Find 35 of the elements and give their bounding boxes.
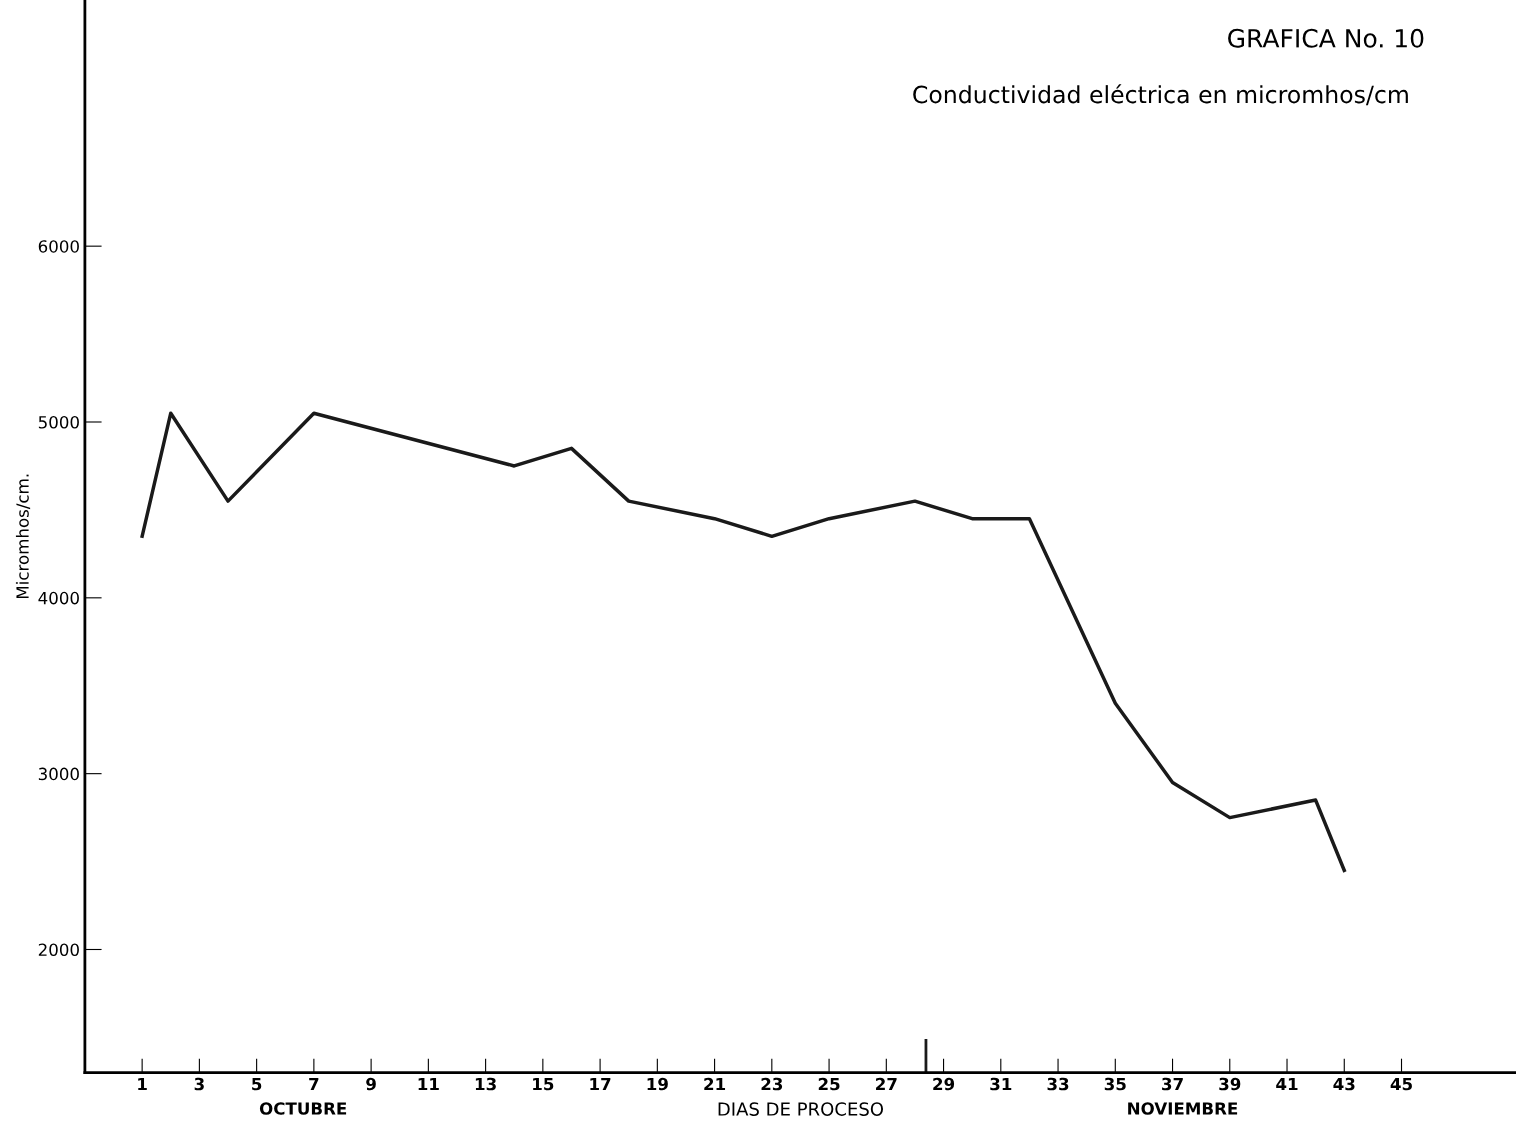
x-tick-label: 41 — [1276, 1077, 1298, 1091]
y-tick-label: 5000 — [38, 415, 79, 429]
x-tick-label: 15 — [533, 1077, 554, 1091]
y-tick-label: 4000 — [38, 591, 79, 605]
x-tick-label: 33 — [1047, 1077, 1069, 1091]
text: GRAFICA No. 10 — [1228, 28, 1424, 48]
x-tick-label: 1 — [138, 1077, 147, 1091]
x-tick-label: 45 — [1390, 1077, 1412, 1091]
x-tick-label: 11 — [418, 1077, 439, 1091]
x-tick-label: 3 — [194, 1077, 204, 1091]
x-tick-label: 23 — [761, 1077, 783, 1091]
x-tick-label: 13 — [475, 1077, 496, 1091]
text: NOVIEMBRE — [1128, 1102, 1238, 1115]
x-tick-label: 21 — [704, 1077, 726, 1091]
y-tick-label: 3000 — [38, 767, 79, 781]
x-tick-label: 9 — [366, 1077, 376, 1091]
x-tick-label: 5 — [252, 1077, 262, 1091]
x-tick-label: 29 — [933, 1077, 955, 1091]
x-tick-label: 37 — [1162, 1077, 1183, 1091]
x-tick-label: 19 — [647, 1077, 668, 1091]
line-series — [140, 411, 1347, 873]
x-tick-label: 27 — [876, 1077, 897, 1091]
y-axis-title: Micromhos/cm. — [15, 474, 31, 599]
x-tick-label: 43 — [1333, 1077, 1355, 1091]
x-tick-label: 39 — [1219, 1077, 1241, 1091]
x-tick-label: 35 — [1104, 1077, 1126, 1091]
y-tick-label: 6000 — [38, 240, 79, 253]
text: OCTUBRE — [259, 1102, 347, 1115]
x-tick-label: 31 — [990, 1077, 1012, 1091]
x-tick-label: 7 — [309, 1077, 319, 1091]
x-axis-title: DIAS DE PROCESO — [718, 1102, 884, 1116]
x-tick-label: 25 — [818, 1077, 840, 1091]
y-tick-label: 2000 — [38, 943, 79, 957]
x-tick-label: 17 — [590, 1077, 611, 1091]
text: Conductividad eléctrica en micromhos/cm — [913, 84, 1408, 106]
